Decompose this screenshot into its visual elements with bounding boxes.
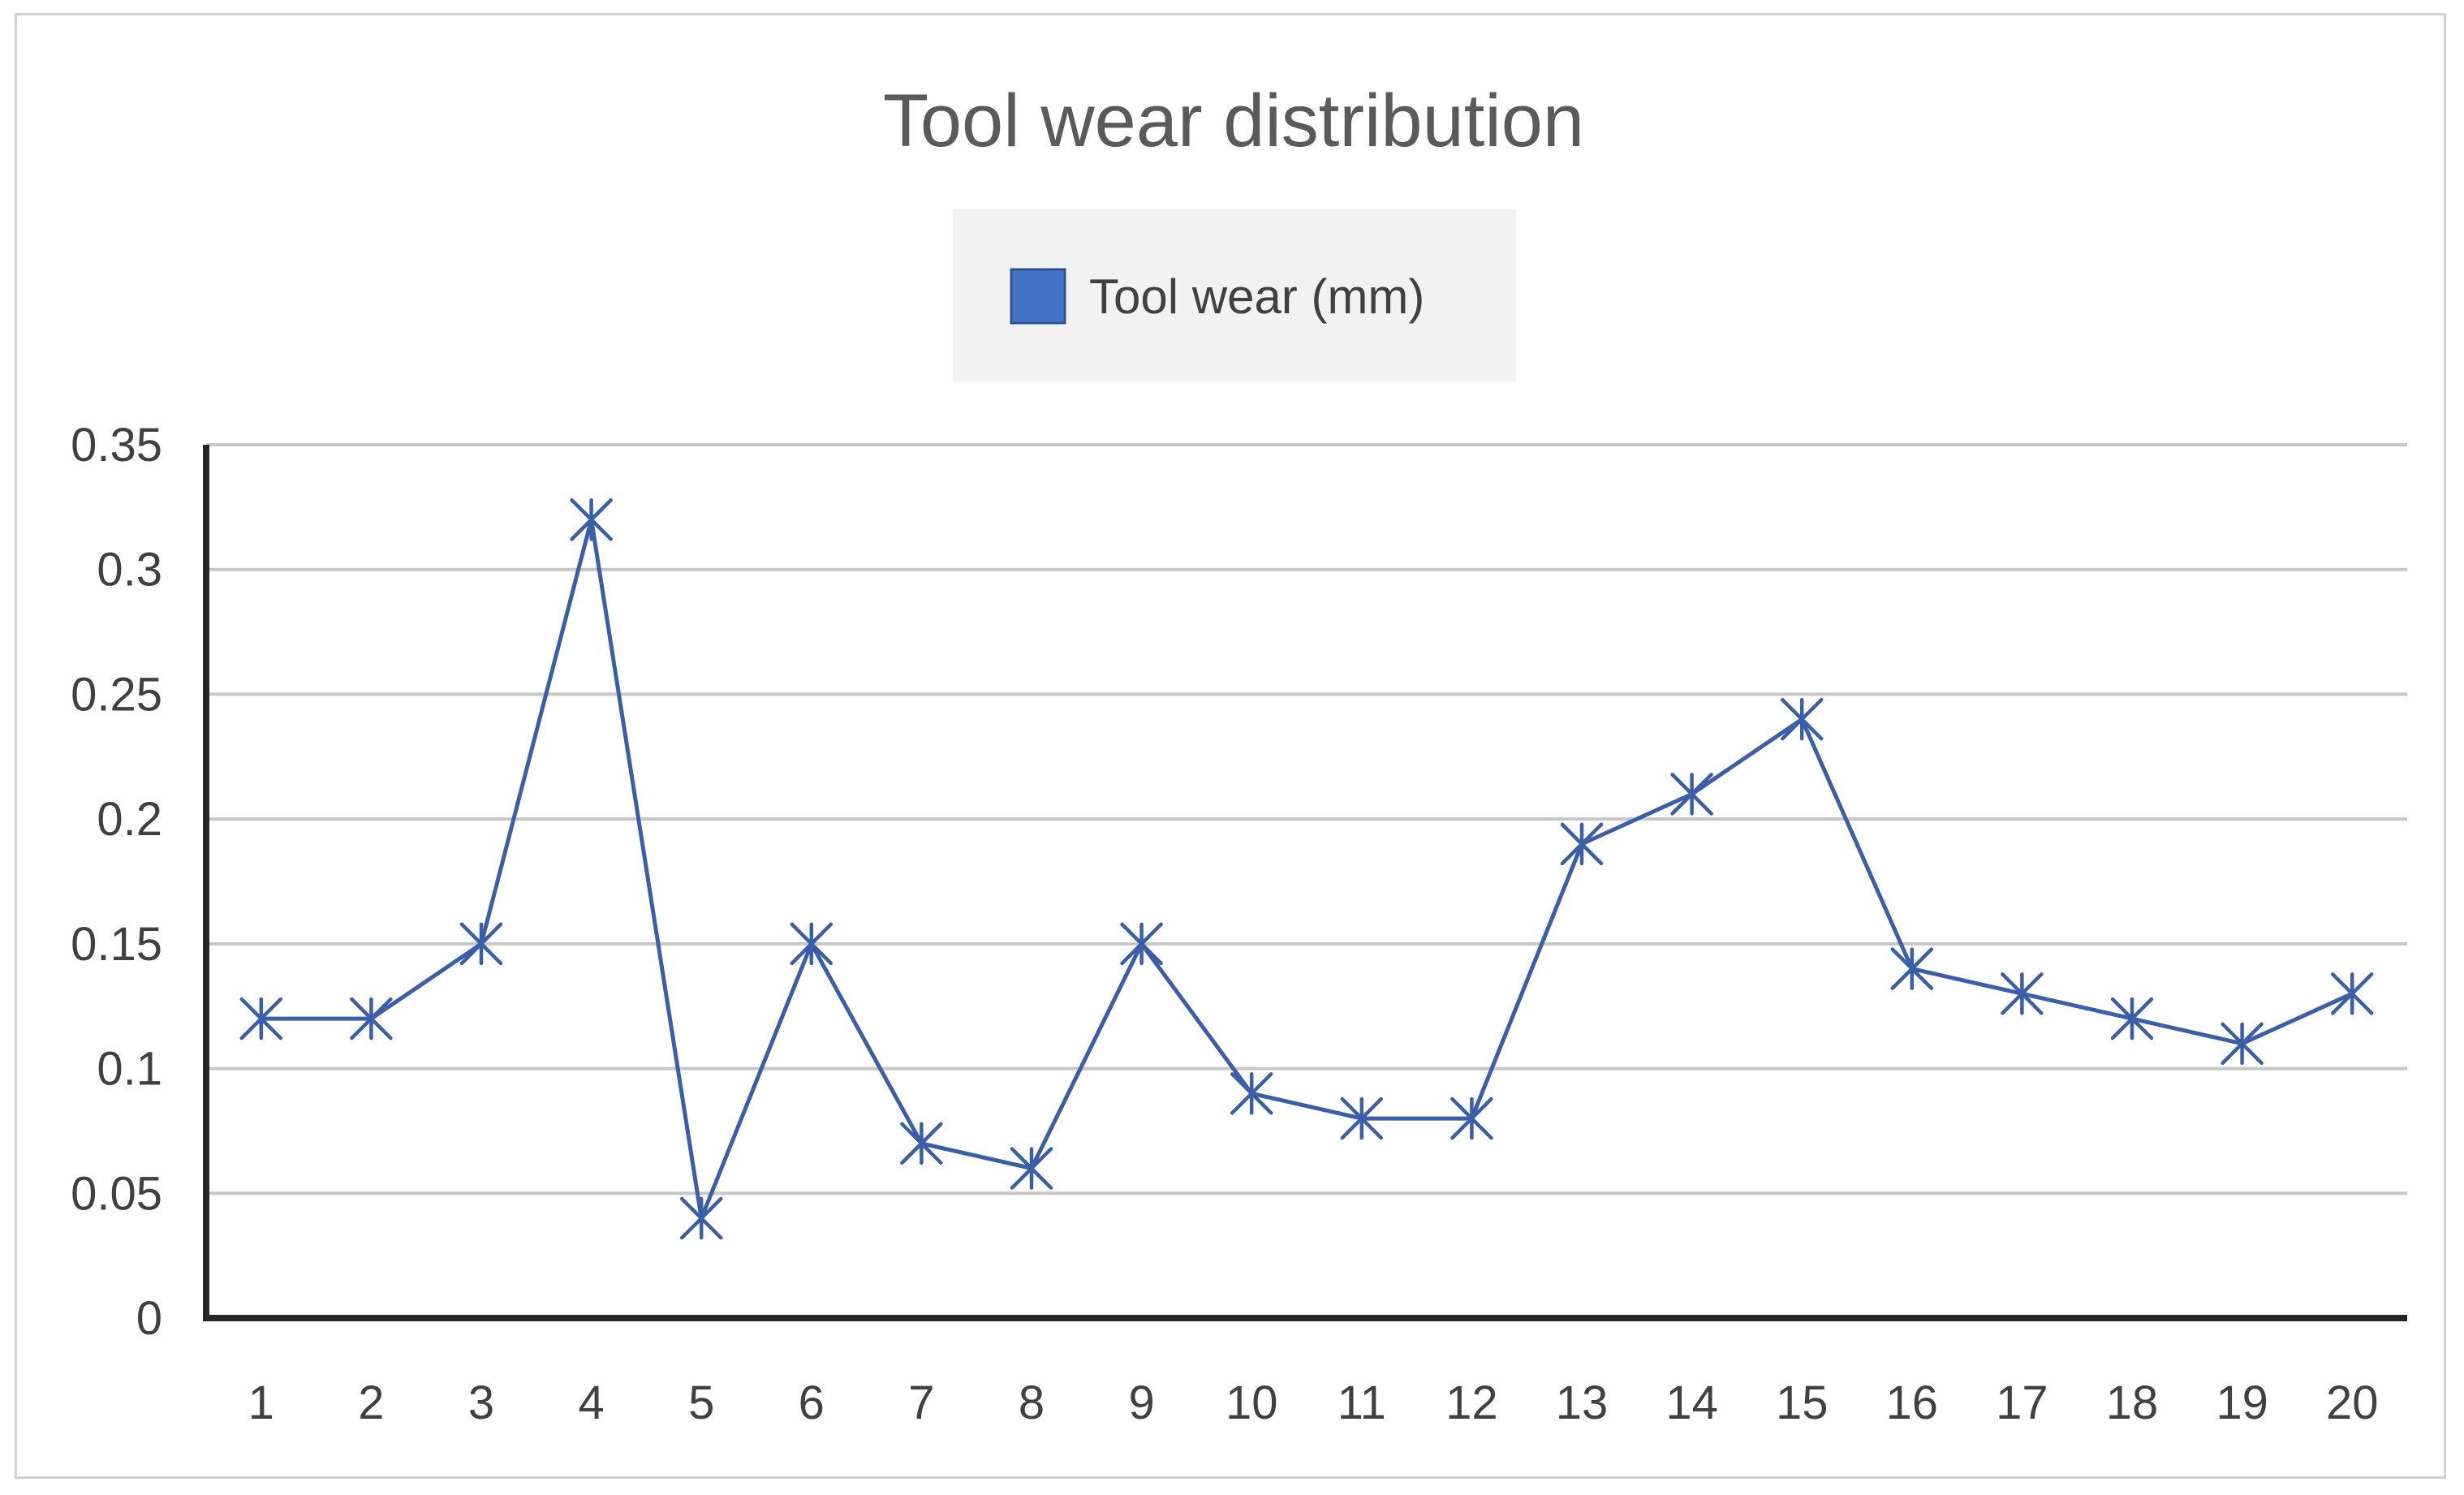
gridlines [206, 443, 2407, 1196]
x-tick-label: 11 [1338, 1377, 1386, 1429]
y-tick-label: 0.25 [71, 668, 162, 721]
data-point-marker [679, 1196, 723, 1240]
x-tick-label: 20 [2326, 1377, 2379, 1429]
data-series [239, 498, 2374, 1240]
y-axis-ticks: 0 0.05 0.1 0.15 0.2 0.25 0.3 0.35 [71, 419, 162, 1345]
data-point-marker [1450, 1096, 1493, 1140]
x-tick-label: 18 [2106, 1377, 2159, 1429]
x-tick-label: 10 [1226, 1377, 1278, 1429]
x-tick-label: 1 [248, 1377, 274, 1429]
data-point-marker [1230, 1072, 1273, 1115]
x-tick-label: 12 [1445, 1377, 1498, 1429]
x-tick-label: 3 [468, 1377, 494, 1429]
y-tick-label: 0.2 [97, 793, 162, 846]
y-tick-label: 0.15 [71, 918, 162, 971]
x-tick-label: 15 [1776, 1377, 1829, 1429]
x-tick-label: 5 [688, 1377, 714, 1429]
data-point-marker [1010, 1147, 1053, 1190]
data-point-marker [900, 1122, 943, 1165]
x-tick-label: 9 [1128, 1377, 1154, 1429]
legend-swatch [1010, 268, 1066, 325]
x-axis-ticks: 1 2 3 4 5 6 7 8 9 10 11 12 13 14 15 16 17 18 19 20 [248, 1377, 2379, 1429]
x-tick-label: 2 [358, 1377, 384, 1429]
data-point-marker [1890, 947, 1934, 990]
x-tick-label: 17 [1996, 1377, 2048, 1429]
y-tick-label: 0.05 [71, 1167, 162, 1220]
y-tick-label: 0.35 [71, 419, 162, 472]
data-point-marker [459, 922, 503, 966]
data-point-marker [1670, 773, 1713, 816]
x-tick-label: 19 [2216, 1377, 2268, 1429]
data-point-marker [350, 997, 393, 1040]
chart-title: Tool wear distribution [883, 80, 1584, 162]
data-point-marker [2221, 1022, 2264, 1066]
x-tick-label: 13 [1556, 1377, 1609, 1429]
data-point-marker [1780, 697, 1824, 741]
y-tick-label: 0 [136, 1292, 162, 1345]
x-tick-label: 8 [1019, 1377, 1045, 1429]
x-tick-label: 6 [799, 1377, 825, 1429]
data-point-marker [2110, 997, 2154, 1040]
y-tick-label: 0.3 [97, 544, 162, 597]
data-point-marker [1560, 822, 1604, 866]
data-point-marker [1340, 1096, 1384, 1140]
data-point-marker [1120, 922, 1163, 966]
series-line [261, 517, 2354, 1221]
data-point-marker [570, 498, 613, 541]
x-tick-label: 4 [578, 1377, 604, 1429]
x-tick-label: 16 [1886, 1377, 1939, 1429]
x-tick-label: 7 [908, 1377, 934, 1429]
data-point-marker [2001, 972, 2044, 1015]
legend: Tool wear (mm) [953, 209, 1516, 381]
data-point-marker [790, 922, 834, 966]
x-tick-label: 14 [1665, 1377, 1718, 1429]
data-point-marker [239, 997, 283, 1040]
data-point-marker [2330, 972, 2374, 1015]
axes [203, 445, 2407, 1321]
y-tick-label: 0.1 [97, 1043, 162, 1096]
legend-label: Tool wear (mm) [1089, 269, 1424, 324]
